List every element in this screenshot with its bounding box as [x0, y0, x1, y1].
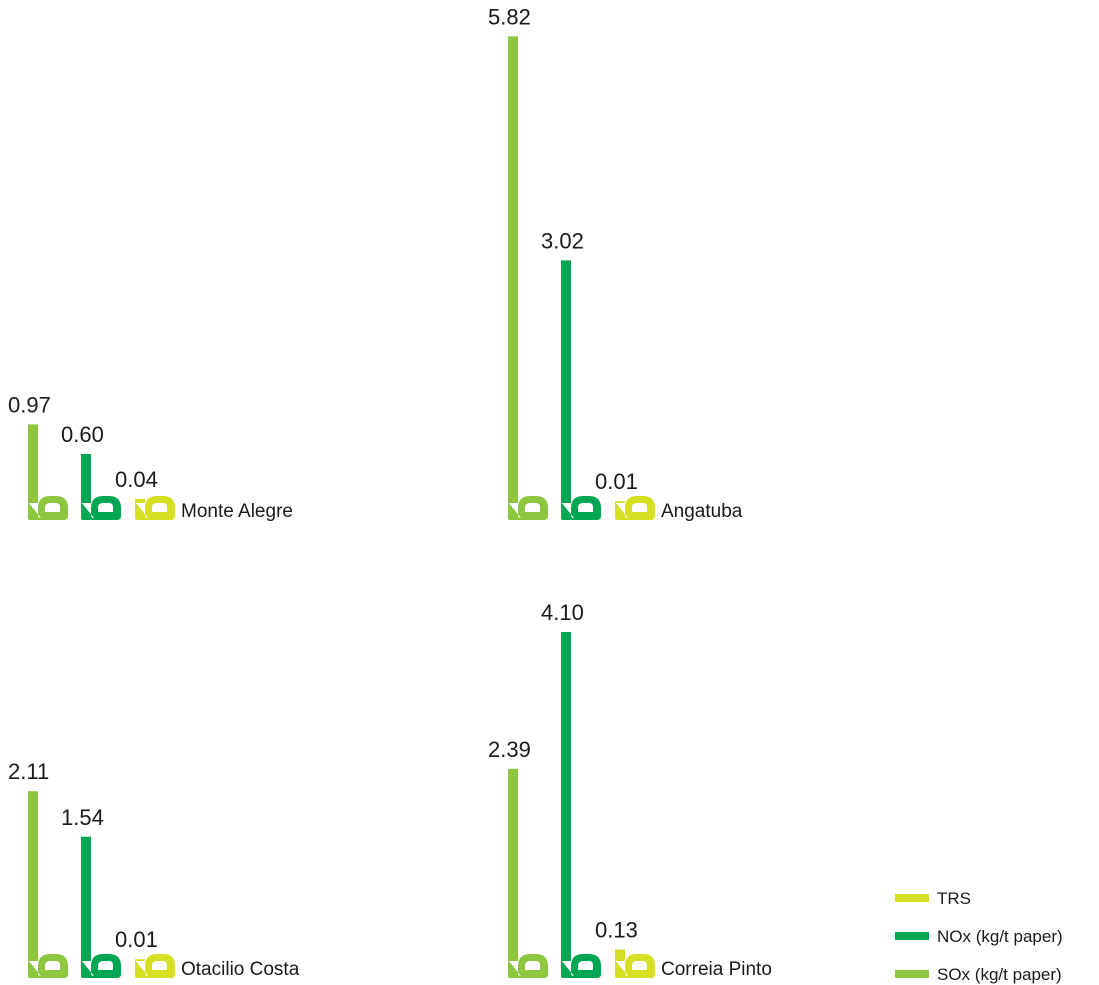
bar-nox [561, 260, 571, 503]
leaf-base-trs [615, 954, 655, 978]
site-panel-0: 0.97 0.60 0.04 Monte Alegre [8, 392, 293, 522]
data-label-sox: 2.11 [8, 759, 49, 784]
legend-label-trs: TRS [937, 889, 971, 908]
data-label-nox: 1.54 [61, 805, 104, 830]
leaf-base-nox [81, 496, 121, 520]
legend-swatch-nox [895, 932, 929, 940]
data-label-trs: 0.04 [115, 467, 158, 492]
bar-sox [508, 36, 518, 504]
leaf-base-sox [508, 496, 548, 520]
legend-swatch-trs [895, 894, 929, 902]
data-label-nox: 4.10 [541, 600, 584, 625]
bar-trs [615, 949, 625, 961]
legend-swatch-sox [895, 970, 929, 978]
site-label: Angatuba [661, 501, 743, 522]
data-label-trs: 0.01 [115, 927, 158, 952]
leaf-base-sox [508, 954, 548, 978]
leaf-base-sox [28, 954, 68, 978]
data-label-trs: 0.01 [595, 469, 638, 494]
bar-nox [81, 454, 91, 503]
data-label-nox: 0.60 [61, 422, 104, 447]
leaf-base-nox [81, 954, 121, 978]
bar-nox [81, 836, 91, 961]
data-label-sox: 0.97 [8, 392, 51, 417]
leaf-base-trs [615, 496, 655, 520]
bar-trs [135, 498, 145, 503]
legend-label-sox: SOx (kg/t paper) [937, 965, 1062, 984]
bar-trs [135, 959, 145, 961]
bar-trs [615, 501, 625, 503]
data-label-trs: 0.13 [595, 918, 638, 943]
leaf-base-trs [135, 496, 175, 520]
bar-nox [561, 632, 571, 961]
legend-label-nox: NOx (kg/t paper) [937, 927, 1063, 946]
leaf-base-nox [561, 496, 601, 520]
leaf-base-trs [135, 954, 175, 978]
leaf-base-sox [28, 496, 68, 520]
legend: TRS NOx (kg/t paper) SOx (kg/t paper) [895, 889, 1063, 984]
bar-sox [28, 791, 38, 961]
site-label: Monte Alegre [181, 501, 293, 522]
bar-sox [508, 768, 518, 961]
data-label-sox: 5.82 [488, 4, 531, 29]
site-panel-3: 2.39 4.10 0.13 Correia Pinto [488, 600, 772, 980]
bar-sox [28, 424, 38, 503]
site-label: Correia Pinto [661, 959, 772, 980]
site-panel-2: 2.11 1.54 0.01 Otacilio Costa [8, 759, 300, 980]
data-label-nox: 3.02 [541, 228, 584, 253]
site-panel-1: 5.82 3.02 0.01 Angatuba [488, 4, 743, 522]
site-label: Otacilio Costa [181, 959, 300, 980]
data-label-sox: 2.39 [488, 737, 531, 762]
leaf-base-nox [561, 954, 601, 978]
